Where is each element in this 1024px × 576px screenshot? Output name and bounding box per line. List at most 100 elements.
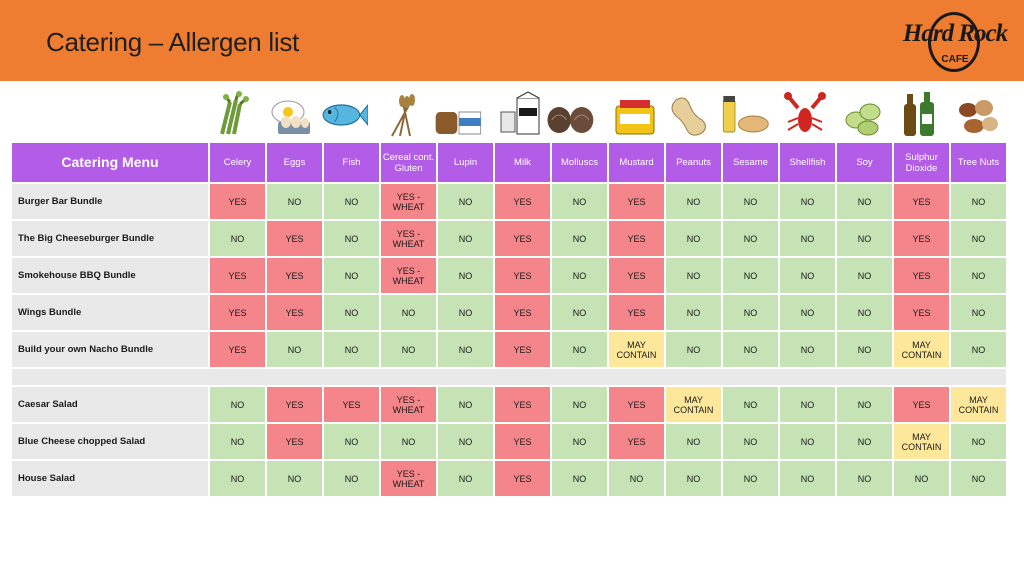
hard-rock-logo: Hard Rock CAFE bbox=[900, 10, 1010, 74]
menu-item-name: Burger Bar Bundle bbox=[12, 184, 208, 219]
allergen-cell: NO bbox=[381, 332, 436, 367]
allergen-cell: NO bbox=[723, 221, 778, 256]
column-header: Mustard bbox=[609, 143, 664, 182]
allergen-cell: YES bbox=[495, 184, 550, 219]
sulphur-dioxide-icon bbox=[904, 92, 934, 136]
allergen-cell: YES bbox=[609, 295, 664, 330]
allergen-cell: NO bbox=[666, 295, 721, 330]
allergen-cell: NO bbox=[780, 221, 835, 256]
tree-nuts-icon bbox=[959, 100, 998, 133]
allergen-cell: YES bbox=[894, 295, 949, 330]
allergen-cell: NO bbox=[723, 387, 778, 422]
allergen-cell: YES bbox=[894, 258, 949, 293]
allergen-table: Catering Menu Celery Eggs Fish Cereal cont.… bbox=[10, 141, 1008, 498]
allergen-cell: NO bbox=[837, 221, 892, 256]
allergen-cell: NO bbox=[780, 461, 835, 496]
allergen-cell: NO bbox=[381, 424, 436, 459]
allergen-cell: NO bbox=[666, 332, 721, 367]
allergen-cell: NO bbox=[723, 258, 778, 293]
allergen-cell: NO bbox=[837, 184, 892, 219]
eggs-icon bbox=[271, 100, 310, 134]
allergen-cell: YES - WHEAT bbox=[381, 258, 436, 293]
allergen-cell: YES bbox=[495, 387, 550, 422]
allergen-cell: NO bbox=[666, 221, 721, 256]
table-row: Wings Bundle YES YES NO NO NO YES NO YES NO NO NO NO… bbox=[12, 295, 1006, 330]
allergen-cell: NO bbox=[552, 295, 607, 330]
menu-item-name: Build your own Nacho Bundle bbox=[12, 332, 208, 367]
allergen-cell: NO bbox=[951, 424, 1006, 459]
table-row: Burger Bar Bundle YES NO NO YES - WHEAT NO YES… bbox=[12, 184, 1006, 219]
allergen-cell: YES bbox=[210, 184, 265, 219]
header-bar: Catering – Allergen list Hard Rock CAFE bbox=[0, 0, 1024, 81]
allergen-cell: YES bbox=[894, 184, 949, 219]
allergen-cell: NO bbox=[438, 387, 493, 422]
column-header: Peanuts bbox=[666, 143, 721, 182]
allergen-cell: NO bbox=[780, 295, 835, 330]
allergen-cell: NO bbox=[723, 332, 778, 367]
allergen-cell: NO bbox=[552, 332, 607, 367]
allergen-cell: NO bbox=[666, 184, 721, 219]
page-title: Catering – Allergen list bbox=[46, 27, 299, 57]
allergen-cell: YES bbox=[210, 258, 265, 293]
column-header: Cereal cont. Gluten bbox=[381, 143, 436, 182]
allergen-cell: NO bbox=[837, 461, 892, 496]
allergen-cell: NO bbox=[438, 461, 493, 496]
menu-item-name: Caesar Salad bbox=[12, 387, 208, 422]
allergen-cell: YES bbox=[495, 258, 550, 293]
allergen-cell: YES bbox=[267, 424, 322, 459]
allergen-cell: NO bbox=[210, 461, 265, 496]
allergen-cell: NO bbox=[951, 295, 1006, 330]
allergen-cell: NO bbox=[324, 184, 379, 219]
logo-main-text: Hard Rock bbox=[902, 20, 1008, 47]
allergen-cell: NO bbox=[267, 461, 322, 496]
allergen-cell: NO bbox=[666, 461, 721, 496]
mustard-icon bbox=[615, 100, 655, 135]
allergen-cell: YES bbox=[267, 258, 322, 293]
column-header: Eggs bbox=[267, 143, 322, 182]
allergen-cell: YES - WHEAT bbox=[381, 184, 436, 219]
milk-icon bbox=[500, 91, 540, 135]
allergen-cell: NO bbox=[723, 424, 778, 459]
allergen-cell: NO bbox=[837, 424, 892, 459]
allergen-cell: MAY CONTAIN bbox=[894, 332, 949, 367]
allergen-cell: YES bbox=[267, 387, 322, 422]
allergen-cell: NO bbox=[837, 332, 892, 367]
column-header: Tree Nuts bbox=[951, 143, 1006, 182]
allergen-cell: YES bbox=[609, 221, 664, 256]
menu-item-name: Wings Bundle bbox=[12, 295, 208, 330]
allergen-cell: YES bbox=[324, 387, 379, 422]
allergen-cell: MAY CONTAIN bbox=[951, 387, 1006, 422]
allergen-cell: NO bbox=[552, 221, 607, 256]
column-header: Milk bbox=[495, 143, 550, 182]
allergen-cell: YES bbox=[495, 295, 550, 330]
allergen-cell: NO bbox=[552, 461, 607, 496]
allergen-cell: YES bbox=[267, 295, 322, 330]
allergen-cell: NO bbox=[210, 387, 265, 422]
allergen-cell: NO bbox=[951, 461, 1006, 496]
allergen-cell: NO bbox=[438, 332, 493, 367]
allergen-cell: YES bbox=[894, 221, 949, 256]
table-row: House Salad NO NO NO YES - WHEAT NO YES NO NO NO N… bbox=[12, 461, 1006, 496]
allergen-cell: NO bbox=[666, 258, 721, 293]
allergen-cell: NO bbox=[324, 424, 379, 459]
allergen-cell: NO bbox=[894, 461, 949, 496]
soy-icon bbox=[845, 103, 881, 136]
allergen-cell: YES - WHEAT bbox=[381, 221, 436, 256]
molluscs-icon bbox=[547, 107, 594, 133]
allergen-cell: NO bbox=[552, 184, 607, 219]
column-header: Shellfish bbox=[780, 143, 835, 182]
table-row: Build your own Nacho Bundle YES NO NO NO NO YE… bbox=[12, 332, 1006, 367]
allergen-cell: NO bbox=[780, 332, 835, 367]
allergen-cell: YES - WHEAT bbox=[381, 387, 436, 422]
allergen-cell: NO bbox=[324, 221, 379, 256]
allergen-cell: NO bbox=[552, 424, 607, 459]
table-row: Blue Cheese chopped Salad NO YES NO NO NO YES N… bbox=[12, 424, 1006, 459]
sesame-icon bbox=[722, 96, 769, 133]
allergen-cell: NO bbox=[324, 258, 379, 293]
allergen-cell: YES bbox=[609, 184, 664, 219]
allergen-cell: NO bbox=[837, 387, 892, 422]
separator-cell bbox=[12, 369, 1006, 385]
allergen-cell: YES bbox=[210, 295, 265, 330]
column-header: Soy bbox=[837, 143, 892, 182]
allergen-cell: NO bbox=[723, 184, 778, 219]
